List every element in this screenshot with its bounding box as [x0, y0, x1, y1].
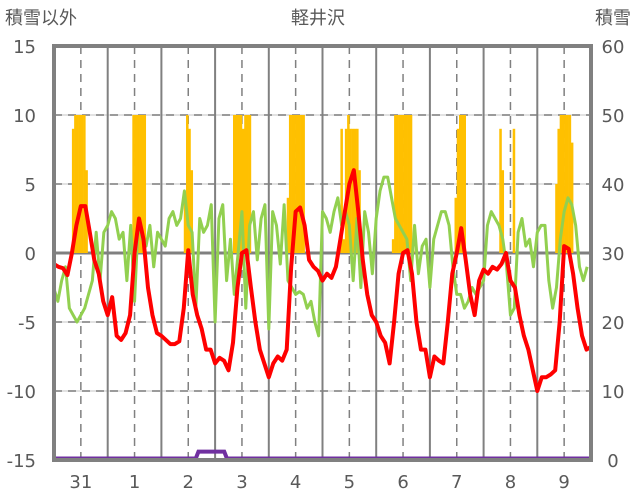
sunshine-bar — [512, 128, 516, 253]
sunshine-bar — [394, 115, 397, 253]
right-tick-label: 50 — [602, 106, 625, 127]
sunshine-bar — [143, 115, 147, 253]
sunshine-bar — [344, 128, 348, 253]
sunshine-bar — [300, 115, 303, 253]
x-tick-label: 6 — [397, 472, 408, 493]
sunshine-bar — [141, 115, 144, 253]
sunshine-bar — [183, 197, 187, 253]
sunshine-bar — [499, 128, 502, 253]
left-tick-label: 5 — [25, 175, 36, 196]
sunshine-bar — [74, 115, 77, 253]
sunshine-bar — [186, 115, 189, 253]
sunshine-bar — [409, 115, 413, 253]
sunshine-bar — [246, 115, 249, 253]
sunshine-bar — [302, 115, 305, 253]
right-tick-label: 60 — [602, 37, 625, 58]
sunshine-bar — [76, 115, 79, 253]
sunshine-bar — [248, 115, 252, 253]
sunshine-bar — [561, 115, 565, 253]
x-tick-label: 9 — [558, 472, 569, 493]
x-tick-label: 1 — [129, 472, 140, 493]
sunshine-bar — [291, 115, 294, 253]
sunshine-bar — [349, 128, 352, 253]
x-tick-label: 2 — [183, 472, 194, 493]
right-tick-label: 30 — [602, 244, 625, 265]
sunshine-bar — [340, 128, 343, 253]
sunshine-bar — [288, 115, 292, 253]
plot-frame — [52, 44, 593, 462]
sunshine-bar — [293, 115, 296, 253]
x-tick-label: 31 — [69, 472, 92, 493]
left-tick-label: -5 — [18, 313, 36, 334]
sunshine-bar — [557, 128, 560, 253]
sunshine-bar — [405, 115, 408, 253]
sunshine-bar — [78, 115, 82, 253]
sunshine-bar — [570, 142, 574, 253]
sunshine-bar — [456, 128, 460, 253]
sunshine-bar — [351, 128, 355, 253]
sunshine-bar — [83, 115, 86, 253]
right-axis-title: 積雪 — [595, 8, 631, 29]
sunshine-bar — [241, 128, 245, 253]
sunshine-bar — [403, 115, 406, 253]
sunshine-bar — [134, 115, 138, 253]
sunshine-bar — [564, 115, 567, 253]
sunshine-bar — [136, 115, 140, 253]
sunshine-bar — [391, 239, 395, 253]
x-tick-label: 7 — [451, 472, 462, 493]
sunshine-bar — [237, 115, 241, 253]
right-tick-label: 0 — [607, 451, 618, 472]
sunshine-bar — [396, 115, 399, 253]
red-line — [52, 168, 593, 393]
sunshine-bar — [295, 115, 299, 253]
sunshine-bar — [400, 115, 404, 253]
left-tick-label: 10 — [13, 106, 36, 127]
sunshine-bar — [501, 170, 505, 253]
left-tick-label: -10 — [7, 382, 36, 403]
left-tick-label: -15 — [7, 451, 36, 472]
sunshine-bar — [566, 115, 569, 253]
x-tick-label: 8 — [505, 472, 516, 493]
sunshine-bar — [458, 115, 462, 253]
left-tick-label: 15 — [13, 37, 36, 58]
sunshine-bar — [139, 115, 142, 253]
left-axis-title: 積雪以外 — [5, 8, 77, 29]
sunshine-bar — [342, 239, 346, 253]
sunshine-bar — [398, 115, 402, 253]
sunshine-bar — [559, 115, 563, 253]
sunshine-bar — [244, 115, 247, 253]
chart-title: 軽井沢 — [291, 8, 345, 29]
left-tick-label: 0 — [25, 244, 36, 265]
right-tick-label: 10 — [602, 382, 625, 403]
sunshine-bar — [71, 128, 75, 253]
right-tick-label: 20 — [602, 313, 625, 334]
sunshine-bar — [239, 115, 243, 253]
sunshine-bar — [407, 115, 411, 253]
sunshine-bar — [463, 115, 466, 253]
sunshine-bar — [235, 115, 238, 253]
x-tick-label: 4 — [290, 472, 301, 493]
sunshine-bar — [188, 128, 191, 253]
sunshine-bar — [286, 197, 290, 253]
sunshine-bar — [132, 115, 135, 253]
sunshine-bar — [80, 115, 84, 253]
sunshine-bar — [461, 115, 464, 253]
right-tick-label: 40 — [602, 175, 625, 196]
sunshine-bar — [190, 170, 194, 253]
sunshine-bar — [297, 115, 301, 253]
x-tick-label: 3 — [236, 472, 247, 493]
sunshine-bar — [233, 115, 236, 253]
x-tick-label: 5 — [344, 472, 355, 493]
sunshine-bar — [454, 197, 458, 253]
sunshine-bar — [568, 115, 572, 253]
sunshine-bar — [555, 184, 558, 253]
